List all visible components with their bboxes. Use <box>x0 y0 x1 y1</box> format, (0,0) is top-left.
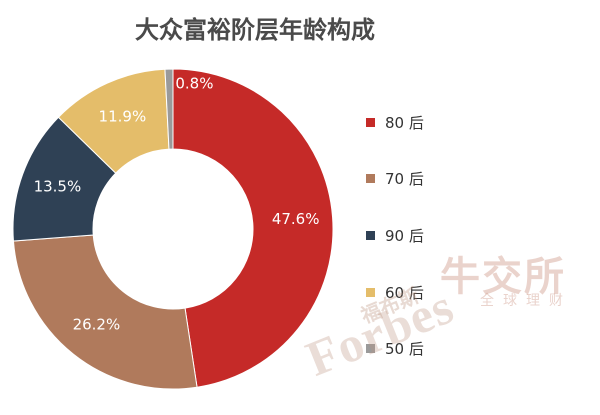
watermark-logo-sub: 全球理财 <box>480 293 572 309</box>
slice-labels-group: 47.6% 26.2% 13.5% 11.9% 0.8% <box>34 75 320 334</box>
legend-swatch-3 <box>366 231 375 240</box>
slice-5 <box>164 68 174 150</box>
watermark-logo: 牛交所 <box>440 254 566 300</box>
slice-label-5: 0.8% <box>175 75 213 93</box>
legend-swatch-4 <box>366 288 375 297</box>
legend-item-3: 90 后 <box>366 225 424 246</box>
slice-label-4: 11.9% <box>99 107 147 125</box>
legend-swatch-5 <box>366 344 375 353</box>
legend-label-3: 90 后 <box>385 227 424 245</box>
slices-group <box>12 68 334 390</box>
slice-label-3: 13.5% <box>34 177 82 195</box>
slice-2 <box>12 234 198 390</box>
chart-title: 大众富裕阶层年龄构成 <box>135 16 375 44</box>
slice-1 <box>172 68 334 388</box>
slice-label-1: 47.6% <box>272 210 320 228</box>
legend-item-5: 50 后 <box>366 338 424 359</box>
legend-item-1: 80 后 <box>366 112 424 133</box>
legend-label-1: 80 后 <box>385 114 424 132</box>
legend-label-2: 70 后 <box>385 170 424 188</box>
slice-label-2: 26.2% <box>73 316 121 334</box>
legend-swatch-2 <box>366 174 375 183</box>
legend-item-2: 70 后 <box>366 168 424 189</box>
legend-swatch-1 <box>366 118 375 127</box>
legend-label-4: 60 后 <box>385 284 424 302</box>
legend-label-5: 50 后 <box>385 340 424 358</box>
legend-item-4: 60 后 <box>366 282 424 303</box>
